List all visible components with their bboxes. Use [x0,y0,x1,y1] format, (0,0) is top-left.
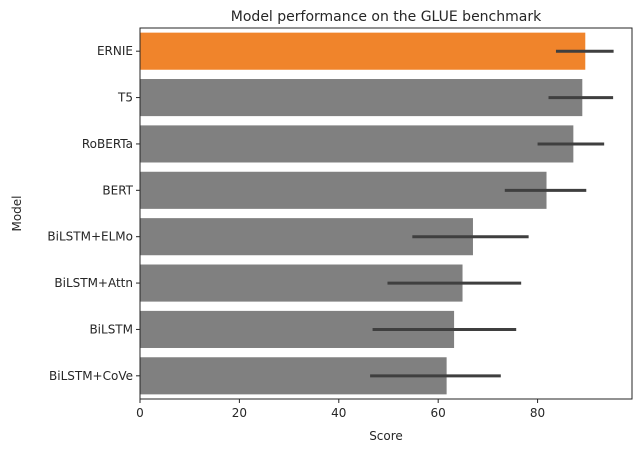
bar-t5 [140,79,583,117]
y-tick-label: BiLSTM+CoVe [49,369,133,383]
y-axis-ticks: ERNIE T5 RoBERTa BERT BiLSTM+ELMo BiLSTM+Attn… [47,44,140,383]
x-tick-label: 80 [530,406,545,420]
bar-roberta [140,125,574,163]
x-axis-ticks: 0 20 40 60 80 [136,399,545,420]
y-tick-label: BiLSTM+ELMo [47,230,133,244]
x-axis-label: Score [369,429,403,443]
x-tick-label: 20 [232,406,247,420]
y-tick-label: BiLSTM+Attn [54,276,133,290]
y-tick-label: RoBERTa [82,137,133,151]
chart-title: Model performance on the GLUE benchmark [231,9,542,25]
x-tick-label: 60 [431,406,446,420]
errorbars-group [370,49,614,378]
x-tick-label: 0 [136,406,144,420]
bar-ernie [140,32,586,70]
y-tick-label: T5 [117,91,133,105]
y-tick-label: ERNIE [97,44,133,58]
bars-group [140,32,586,395]
y-axis-label: Model [10,195,24,231]
x-tick-label: 40 [331,406,346,420]
y-tick-label: BiLSTM [89,322,133,336]
plot-frame [139,27,633,400]
y-tick-label: BERT [102,183,133,197]
bar-bert [140,171,547,209]
